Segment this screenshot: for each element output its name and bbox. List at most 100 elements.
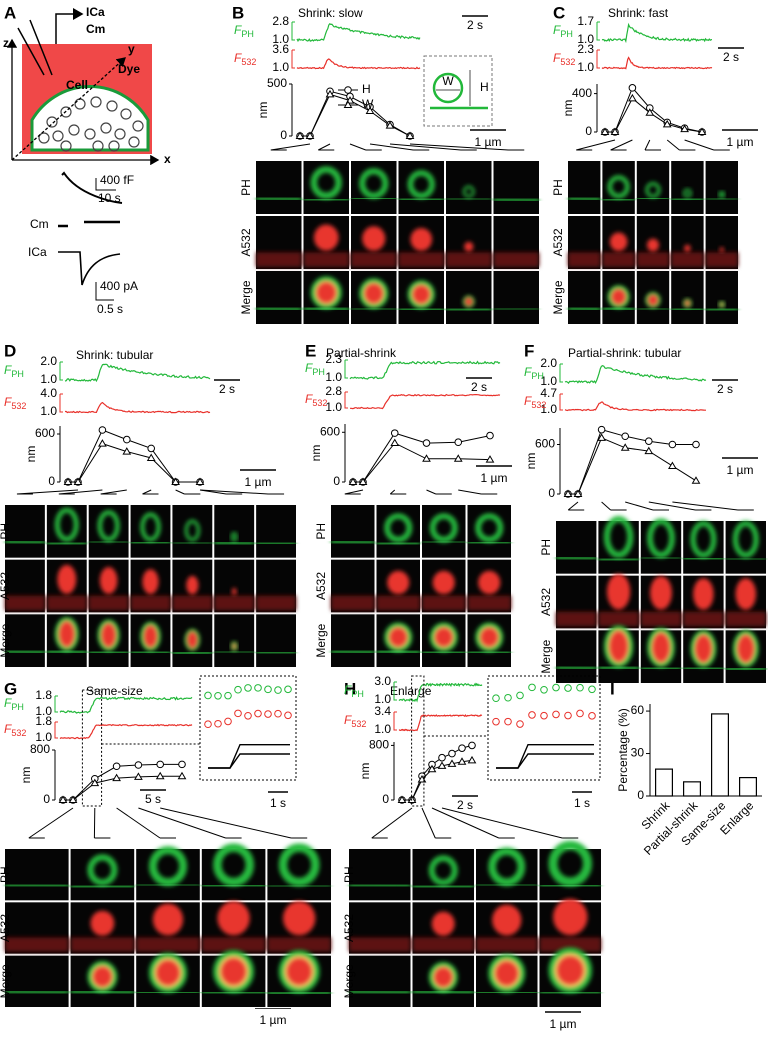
connector: [58, 489, 103, 495]
dye-blob: [646, 238, 660, 252]
connector: [421, 807, 452, 839]
membrane: [602, 306, 635, 312]
image-cell: [671, 271, 704, 324]
trace-axis: [344, 391, 348, 409]
w-marker: [453, 454, 463, 462]
image-bg: [136, 849, 200, 901]
h-marker: [147, 444, 155, 453]
image-cell: [46, 614, 87, 667]
trace-label: F532: [234, 51, 256, 67]
dye-blob: [90, 964, 115, 990]
inset-arrows: [436, 70, 471, 106]
inset-time-bar-label: 1 s: [574, 796, 590, 810]
h-marker: [178, 760, 186, 769]
image-bg: [725, 521, 766, 574]
dye-blob: [217, 901, 250, 936]
label-symbol: F: [305, 392, 313, 406]
vesicle-ring: [645, 182, 661, 199]
dye-blob: [217, 954, 250, 989]
vesicle-ring: [607, 285, 630, 309]
panel: F Partial-shrink: tubular2.01.04.71.0nm06…: [524, 341, 767, 684]
image-bg: [256, 614, 296, 667]
connector: [100, 489, 127, 495]
h-marker: [621, 432, 630, 441]
trace: [564, 401, 706, 412]
image-cell: [201, 950, 266, 1007]
dye-blob: [410, 282, 433, 306]
image-cell: [640, 518, 682, 574]
image-bg: [331, 505, 375, 558]
trace-tick: 3.4: [374, 704, 391, 718]
w-marker: [628, 93, 637, 102]
axis-title: nm: [358, 763, 372, 780]
dye-blob: [735, 632, 757, 665]
vesicle-ring: [278, 843, 320, 887]
image-cell: [683, 630, 724, 683]
vesicle-ring: [488, 954, 526, 993]
h-marker: [458, 744, 466, 752]
dye-blob: [693, 632, 714, 665]
panel-letter: C: [553, 3, 565, 22]
w-marker: [600, 127, 610, 135]
w-marker: [155, 771, 165, 780]
image-cell: [70, 955, 135, 1007]
image-cell: [539, 898, 601, 954]
vesicle-ring: [97, 619, 120, 652]
trace-axis: [393, 681, 397, 701]
image-cell: [70, 902, 135, 954]
panel-letter: I: [610, 679, 615, 698]
image-cell: [398, 161, 445, 214]
trace-label: FPH: [305, 361, 325, 377]
vesicle-ring: [310, 166, 342, 199]
vesicle-ring: [278, 950, 320, 994]
dye-blob: [478, 570, 501, 595]
inset-point: [244, 711, 252, 720]
inset-point: [234, 709, 242, 718]
w-marker: [697, 127, 707, 135]
image-bg: [539, 849, 601, 901]
image-cell: [348, 849, 411, 901]
w-marker: [122, 447, 132, 455]
trace: [296, 58, 421, 70]
trace-tick: 1.0: [374, 722, 391, 736]
image-cell: [412, 902, 474, 954]
image-cell: [725, 575, 766, 629]
ica-scale: [95, 282, 114, 301]
vesicle-ring: [428, 855, 458, 886]
inset-point: [204, 691, 212, 700]
w-marker: [171, 477, 180, 485]
vesicle-ring: [87, 960, 118, 993]
image-cell: [725, 630, 767, 683]
cell: [30, 85, 150, 152]
membrane: [567, 196, 601, 202]
row-label: Merge: [239, 280, 253, 314]
vesicle-ring: [462, 295, 475, 308]
y-tick-label: 60: [631, 703, 645, 717]
dye-band: [725, 611, 766, 627]
vesicle-ring: [140, 512, 161, 542]
pipette-label: ICa: [86, 5, 105, 19]
w-marker: [620, 443, 630, 451]
y-axis: [11, 57, 126, 161]
image-cell: [636, 271, 670, 324]
inset-box: [423, 55, 493, 127]
row-label: PH: [314, 523, 328, 540]
dye-band: [267, 937, 331, 952]
w-marker: [305, 131, 315, 139]
image-bg: [214, 614, 255, 667]
dye-band: [46, 595, 87, 611]
trace-tick: 2.0: [540, 356, 557, 370]
label-subscript: 532: [312, 398, 327, 408]
inset-point: [516, 720, 524, 728]
time-bar-label: 2 s: [457, 798, 473, 812]
connector: [175, 489, 201, 495]
dye-band: [556, 611, 597, 627]
image-bg: [256, 505, 296, 558]
image-cell: [331, 559, 375, 613]
row-label: PH: [239, 179, 253, 196]
ica-trace: [58, 251, 121, 286]
trace-tick: 2.3: [325, 352, 342, 366]
image-cell: [256, 614, 297, 667]
